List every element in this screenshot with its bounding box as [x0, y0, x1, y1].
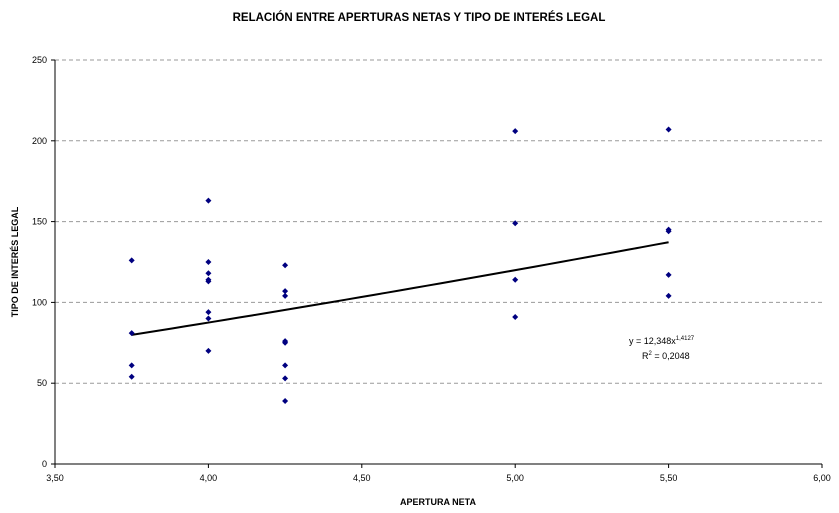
trendline-equation: y = 12,348x1,4127: [629, 336, 695, 346]
data-point: [205, 309, 212, 316]
x-tick-label: 5,50: [660, 473, 678, 483]
x-tick-labels: 3,50 4,00 4,50 5,00 5,50 6,00: [46, 473, 831, 483]
data-point: [665, 126, 672, 133]
x-tick-label: 5,00: [506, 473, 524, 483]
data-point: [205, 259, 212, 265]
data-point: [282, 397, 289, 404]
x-tick-label: 4,00: [200, 473, 218, 483]
data-point: [282, 339, 289, 346]
data-point: [128, 330, 135, 337]
data-point: [282, 375, 289, 382]
trendline: [131, 241, 669, 336]
data-point: [128, 257, 135, 264]
data-point: [512, 128, 519, 135]
y-tick-labels: 0 50 100 150 200 250: [32, 55, 47, 469]
data-point: [665, 292, 672, 299]
data-point: [512, 220, 519, 227]
trendline-group: [131, 241, 669, 336]
data-point: [512, 276, 519, 283]
x-axis-title: APERTURA NETA: [400, 497, 476, 507]
data-point: [665, 271, 672, 278]
data-points: [128, 126, 672, 404]
data-point: [282, 288, 289, 295]
y-tick-label: 200: [32, 136, 47, 146]
x-tick-label: 6,00: [813, 473, 831, 483]
r-squared-symbol: R: [642, 351, 649, 361]
y-axis-title: TIPO DE INTERÉS LEGAL: [10, 206, 20, 317]
y-tick-label: 250: [32, 55, 47, 65]
x-tick-label: 3,50: [46, 473, 64, 483]
data-point: [665, 228, 672, 235]
data-point: [205, 197, 212, 204]
data-point: [128, 373, 135, 380]
data-point: [205, 315, 212, 322]
trendline-equation-base: y = 12,348x: [629, 336, 676, 346]
data-point: [205, 270, 212, 277]
data-point: [282, 262, 289, 269]
axes: [51, 59, 823, 468]
data-point: [205, 347, 212, 354]
data-point: [128, 362, 135, 369]
data-point: [282, 362, 289, 369]
y-tick-label: 150: [32, 217, 47, 227]
y-tick-label: 0: [42, 459, 47, 469]
data-point: [205, 278, 212, 285]
gridlines: [55, 59, 822, 384]
y-tick-label: 100: [32, 297, 47, 307]
r-squared-value: = 0,2048: [652, 351, 690, 361]
y-tick-label: 50: [37, 378, 47, 388]
chart-title: RELACIÓN ENTRE APERTURAS NETAS Y TIPO DE…: [233, 11, 606, 24]
data-point: [282, 292, 289, 299]
x-tick-label: 4,50: [353, 473, 371, 483]
r-squared-exponent: 2: [649, 351, 653, 357]
data-point: [512, 313, 519, 320]
trendline-r-squared: R2 = 0,2048: [642, 351, 690, 361]
trendline-equation-exponent: 1,4127: [676, 336, 695, 342]
